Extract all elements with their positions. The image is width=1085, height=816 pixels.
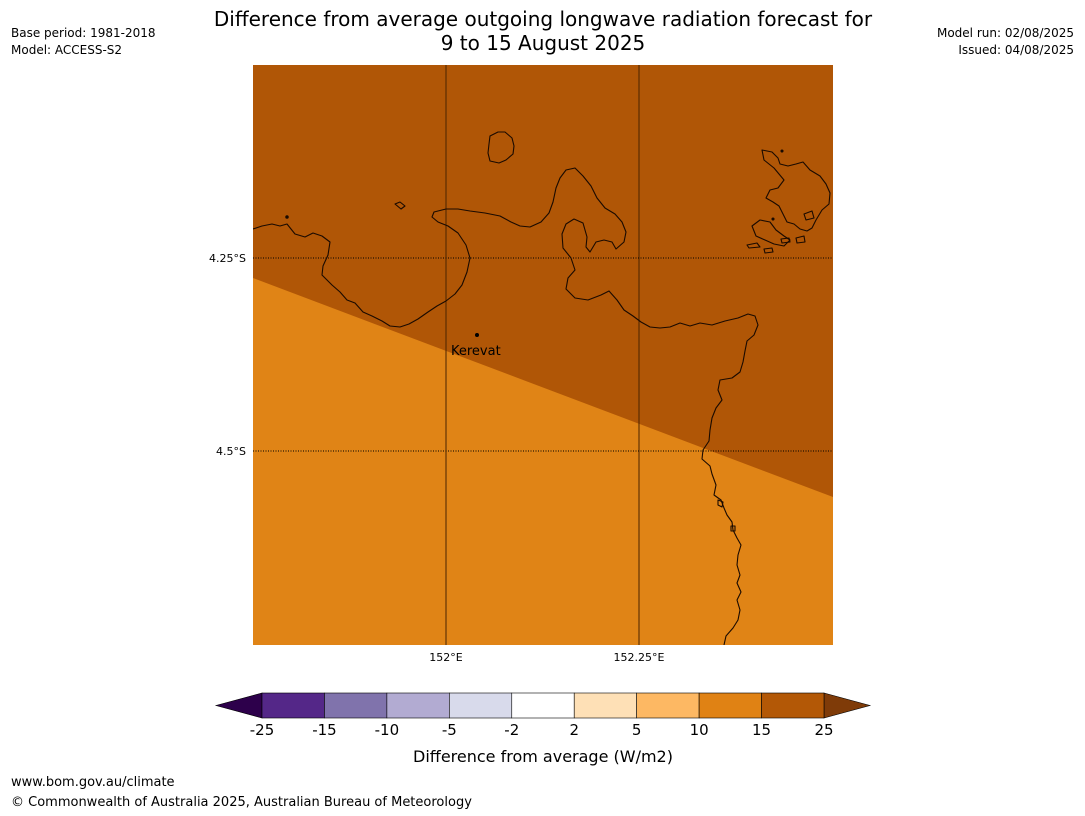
coastline-islet-e <box>795 235 806 244</box>
model-run-text: Model run: 02/08/2025 <box>936 26 1074 40</box>
colorbar-tick-label: 5 <box>632 721 642 739</box>
colorbar-tick-label: 2 <box>569 721 579 739</box>
colorbar-label: Difference from average (W/m2) <box>413 747 673 766</box>
coastline-islet-g <box>730 525 736 532</box>
map-panel: Kerevat <box>253 65 833 645</box>
lon-label-152: 152°E <box>429 651 462 664</box>
coastline-islet-c <box>763 247 774 254</box>
coastline-islet-north <box>487 131 515 164</box>
colorbar-tick-label: 15 <box>752 721 771 739</box>
colorbar: -25 -15 -10 -5 -2 2 5 10 15 25 Difference from av… <box>214 692 872 766</box>
kerevat-label: Kerevat <box>451 344 501 359</box>
issued-text: Issued: 04/08/2025 <box>958 43 1074 57</box>
title-line-2: 9 to 15 August 2025 <box>440 31 646 55</box>
colorbar-bin <box>386 692 450 719</box>
coastline-islet-small <box>394 201 406 210</box>
colorbar-tick-label: 25 <box>814 721 833 739</box>
kerevat-marker <box>475 333 479 337</box>
colorbar-extend-high <box>823 692 872 719</box>
map-title: Difference from average outgoing longwav… <box>0 7 1085 55</box>
coastline-islet-d <box>780 237 791 244</box>
colorbar-bin <box>449 692 513 719</box>
colorbar-bin <box>698 692 762 719</box>
coastline <box>253 131 831 645</box>
colorbar-bin <box>261 692 325 719</box>
model-info: Base period: 1981-2018 Model: ACCESS-S2 <box>11 25 156 59</box>
coastline-rock-2 <box>780 149 784 153</box>
coastline-rock <box>285 215 289 219</box>
model-name-text: Model: ACCESS-S2 <box>11 43 123 57</box>
colorbar-tick-label: -10 <box>375 721 400 739</box>
lon-label-152-25: 152.25°E <box>614 651 665 664</box>
lat-label-4-25: 4.25°S <box>209 252 246 265</box>
colorbar-bin <box>573 692 637 719</box>
coastline-islet-f <box>717 499 724 508</box>
run-info: Model run: 02/08/2025 Issued: 04/08/2025 <box>937 25 1074 59</box>
coastline-islet-a <box>803 210 815 221</box>
colorbar-bin <box>761 692 825 719</box>
lat-label-4-5: 4.5°S <box>216 445 246 458</box>
colorbar-tick-label: 10 <box>690 721 709 739</box>
footer-copyright: © Commonwealth of Australia 2025, Austra… <box>11 795 472 810</box>
title-line-1: Difference from average outgoing longwav… <box>213 7 873 31</box>
colorbar-tick-label: -25 <box>250 721 275 739</box>
colorbar-extend-low <box>214 692 263 719</box>
colorbar-tick-label: -2 <box>504 721 519 739</box>
coastline-duke-of-york-main <box>761 149 831 232</box>
base-period-text: Base period: 1981-2018 <box>11 26 156 40</box>
colorbar-bin <box>511 692 575 719</box>
coastline-rock-3 <box>771 217 775 221</box>
coastline-main <box>253 167 759 645</box>
footer-url: www.bom.gov.au/climate <box>11 775 175 790</box>
coastline-islet-b <box>746 242 761 249</box>
colorbar-tick-label: -5 <box>442 721 457 739</box>
colorbar-bin <box>324 692 388 719</box>
colorbar-bin <box>636 692 700 719</box>
anomaly-region-lower <box>253 278 833 645</box>
colorbar-tick-label: -15 <box>312 721 337 739</box>
